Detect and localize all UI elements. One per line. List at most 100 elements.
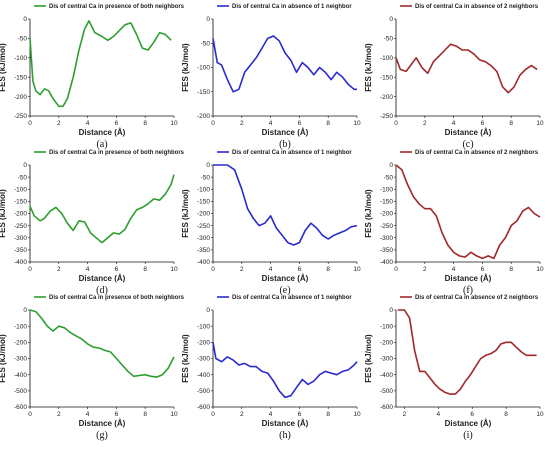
y-tick-label: 0 <box>389 16 393 23</box>
x-tick-label: 10 <box>536 266 544 273</box>
y-tick-label: -250 <box>14 223 27 230</box>
legend-label: Dis of central Ca in presence of both ne… <box>49 4 185 10</box>
panel-caption: (h) <box>279 430 291 441</box>
legend-label: Dis of central Ca in absence of 2 neighb… <box>415 150 539 156</box>
legend-label: Dis of central Ca in presence of both ne… <box>49 150 185 156</box>
x-tick-label: 10 <box>353 411 361 418</box>
y-tick-label: -150 <box>14 199 27 206</box>
x-tick-label: 6 <box>470 411 474 418</box>
legend-label: Dis of central Ca in presence of both ne… <box>49 295 185 301</box>
y-tick-label: -200 <box>380 340 393 347</box>
x-axis-label: Distance (Å) <box>79 419 126 428</box>
y-tick-label: -300 <box>197 356 210 363</box>
chart-panel-i: 0 -100 -200 -300 -400 -500 -600 2 4 6 8 10 Dis of ce… <box>364 295 544 441</box>
y-tick-label: 0 <box>23 307 27 314</box>
x-axis-label: Distance (Å) <box>262 128 309 137</box>
x-tick-label: 4 <box>269 411 273 418</box>
y-tick-label: -50 <box>201 174 211 181</box>
y-tick-label: 0 <box>206 307 210 314</box>
y-tick-label: -600 <box>380 404 393 411</box>
x-tick-label: 0 <box>394 266 398 273</box>
y-tick-label: -200 <box>197 340 210 347</box>
x-axis-label: Distance (Å) <box>79 274 126 283</box>
x-tick-label: 6 <box>115 411 119 418</box>
y-tick-label: -100 <box>380 323 393 330</box>
x-tick-label: 2 <box>423 266 427 273</box>
x-tick-label: 10 <box>536 120 544 127</box>
x-tick-label: 10 <box>170 120 178 127</box>
x-tick-label: 0 <box>28 411 32 418</box>
x-tick-label: 10 <box>536 411 544 418</box>
x-tick-label: 10 <box>353 266 361 273</box>
x-tick-label: 8 <box>509 120 513 127</box>
y-tick-label: -400 <box>380 259 393 266</box>
panel-caption: (e) <box>279 285 290 296</box>
x-axis-label: Distance (Å) <box>445 128 492 137</box>
x-axis-label: Distance (Å) <box>79 128 126 137</box>
x-tick-label: 6 <box>298 266 302 273</box>
y-tick-label: -400 <box>197 259 210 266</box>
y-tick-label: -50 <box>18 36 28 43</box>
y-tick-label: -300 <box>197 235 210 242</box>
x-tick-label: 0 <box>211 266 215 273</box>
y-axis-label: FES (kJ/mol) <box>181 189 190 238</box>
x-tick-label: 2 <box>240 120 244 127</box>
panel-caption: (d) <box>96 285 108 296</box>
x-axis-label: Distance (Å) <box>445 274 492 283</box>
y-axis-label: FES (kJ/mol) <box>0 43 7 92</box>
y-tick-label: -350 <box>380 247 393 254</box>
y-tick-label: -500 <box>14 388 27 395</box>
x-tick-label: 8 <box>509 266 513 273</box>
y-tick-label: -400 <box>14 372 27 379</box>
y-tick-label: -250 <box>197 223 210 230</box>
x-tick-label: 0 <box>28 266 32 273</box>
x-tick-label: 4 <box>452 266 456 273</box>
y-tick-label: -500 <box>380 388 393 395</box>
panel-caption: (a) <box>96 139 107 150</box>
x-tick-label: 0 <box>28 120 32 127</box>
y-axis-label: FES (kJ/mol) <box>364 43 373 92</box>
x-tick-label: 10 <box>170 411 178 418</box>
x-tick-label: 2 <box>403 411 407 418</box>
y-axis-label: FES (kJ/mol) <box>364 334 373 383</box>
x-tick-label: 0 <box>394 120 398 127</box>
legend-label: Dis of central Ca in absence of 2 neighb… <box>415 4 539 10</box>
y-tick-label: -300 <box>380 356 393 363</box>
y-tick-label: 0 <box>23 16 27 23</box>
y-tick-label: -250 <box>380 223 393 230</box>
series-line <box>395 164 541 260</box>
y-axis-label: FES (kJ/mol) <box>181 334 190 383</box>
x-tick-label: 2 <box>57 266 61 273</box>
y-tick-label: -100 <box>197 186 210 193</box>
x-tick-label: 2 <box>240 266 244 273</box>
y-tick-label: 0 <box>389 162 393 169</box>
y-tick-label: -600 <box>14 404 27 411</box>
panel-caption: (c) <box>462 139 473 150</box>
y-tick-label: -600 <box>197 404 210 411</box>
y-tick-label: -100 <box>14 323 27 330</box>
y-tick-label: -50 <box>18 174 28 181</box>
y-tick-label: -50 <box>384 174 394 181</box>
x-tick-label: 8 <box>143 411 147 418</box>
x-tick-label: 8 <box>143 266 147 273</box>
panel-caption: (b) <box>279 139 291 150</box>
y-tick-label: -200 <box>14 94 27 101</box>
x-tick-label: 10 <box>170 266 178 273</box>
series-line <box>29 309 175 378</box>
legend-label: Dis of central Ca in absence of 2 neighb… <box>415 295 539 301</box>
y-tick-label: 0 <box>206 16 210 23</box>
x-tick-label: 8 <box>326 120 330 127</box>
y-tick-label: 0 <box>206 162 210 169</box>
series-line <box>395 43 538 94</box>
y-tick-label: -200 <box>197 211 210 218</box>
legend-label: Dis of central Ca in absence of 1 neighb… <box>232 150 352 156</box>
x-tick-label: 2 <box>57 411 61 418</box>
y-tick-label: -350 <box>197 247 210 254</box>
x-tick-label: 4 <box>269 266 273 273</box>
